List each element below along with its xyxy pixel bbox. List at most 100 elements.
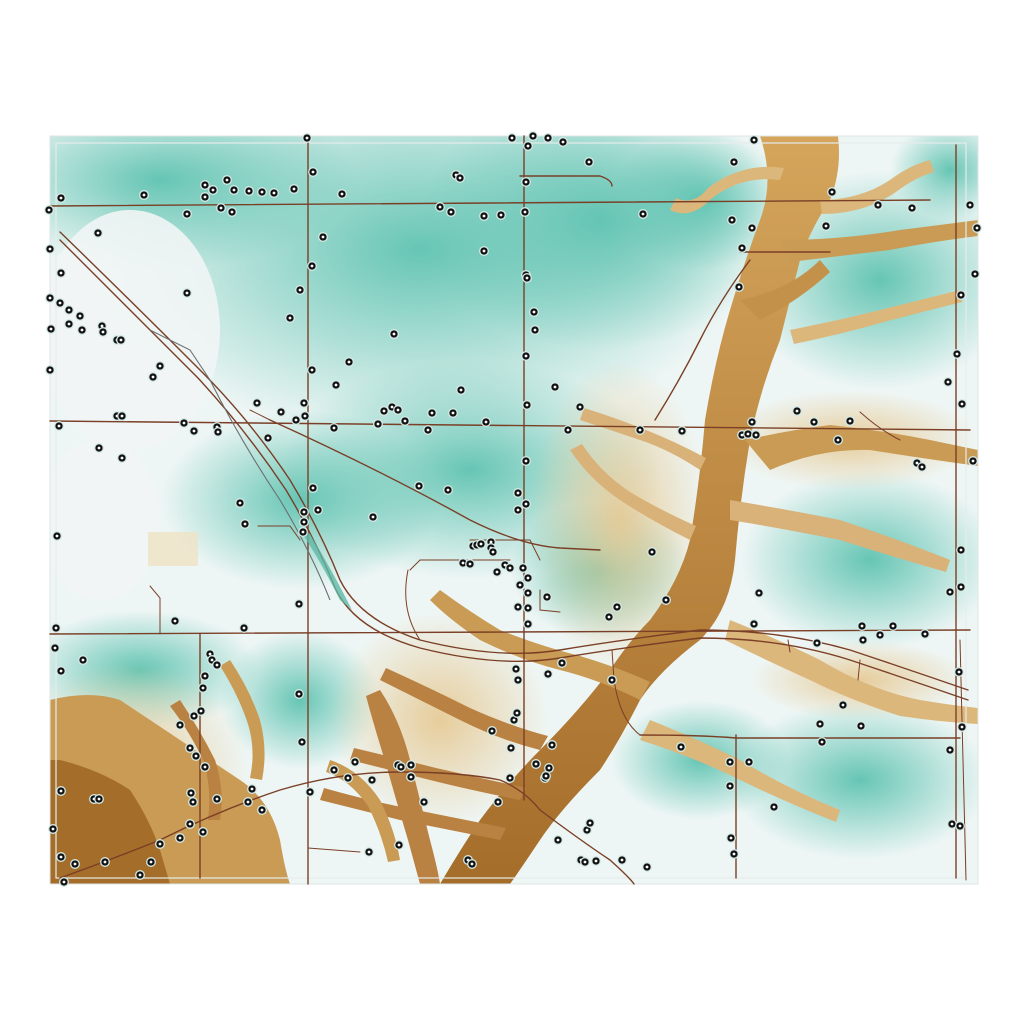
- point-marker-icon[interactable]: [329, 423, 339, 433]
- point-marker-icon[interactable]: [344, 357, 354, 367]
- point-marker-icon[interactable]: [563, 425, 573, 435]
- point-marker-icon[interactable]: [331, 380, 341, 390]
- point-marker-icon[interactable]: [56, 193, 66, 203]
- point-marker-icon[interactable]: [299, 517, 309, 527]
- point-marker-icon[interactable]: [291, 415, 301, 425]
- point-marker-icon[interactable]: [368, 512, 378, 522]
- point-marker-icon[interactable]: [200, 180, 210, 190]
- point-marker-icon[interactable]: [318, 232, 328, 242]
- point-marker-icon[interactable]: [45, 365, 55, 375]
- point-marker-icon[interactable]: [44, 205, 54, 215]
- point-marker-icon[interactable]: [521, 351, 531, 361]
- point-marker-icon[interactable]: [59, 877, 69, 887]
- point-marker-icon[interactable]: [414, 481, 424, 491]
- point-marker-icon[interactable]: [972, 223, 982, 233]
- point-marker-icon[interactable]: [329, 765, 339, 775]
- point-marker-icon[interactable]: [239, 623, 249, 633]
- point-marker-icon[interactable]: [543, 133, 553, 143]
- point-marker-icon[interactable]: [907, 203, 917, 213]
- point-marker-icon[interactable]: [307, 261, 317, 271]
- point-marker-icon[interactable]: [48, 824, 58, 834]
- point-marker-icon[interactable]: [479, 211, 489, 221]
- point-marker-icon[interactable]: [558, 137, 568, 147]
- point-marker-icon[interactable]: [56, 666, 66, 676]
- point-marker-icon[interactable]: [956, 290, 966, 300]
- point-marker-icon[interactable]: [198, 827, 208, 837]
- point-marker-icon[interactable]: [52, 531, 62, 541]
- point-marker-icon[interactable]: [257, 187, 267, 197]
- point-marker-icon[interactable]: [543, 669, 553, 679]
- point-marker-icon[interactable]: [734, 282, 744, 292]
- point-marker-icon[interactable]: [488, 547, 498, 557]
- point-marker-icon[interactable]: [419, 797, 429, 807]
- point-marker-icon[interactable]: [920, 629, 930, 639]
- point-marker-icon[interactable]: [726, 833, 736, 843]
- point-marker-icon[interactable]: [512, 708, 522, 718]
- point-marker-icon[interactable]: [212, 794, 222, 804]
- point-marker-icon[interactable]: [227, 207, 237, 217]
- point-marker-icon[interactable]: [175, 833, 185, 843]
- point-marker-icon[interactable]: [585, 818, 595, 828]
- point-marker-icon[interactable]: [185, 819, 195, 829]
- point-marker-icon[interactable]: [506, 743, 516, 753]
- point-marker-icon[interactable]: [467, 859, 477, 869]
- point-marker-icon[interactable]: [70, 859, 80, 869]
- point-marker-icon[interactable]: [956, 582, 966, 592]
- point-marker-icon[interactable]: [521, 456, 531, 466]
- point-marker-icon[interactable]: [185, 743, 195, 753]
- point-marker-icon[interactable]: [364, 847, 374, 857]
- point-marker-icon[interactable]: [458, 558, 468, 568]
- point-marker-icon[interactable]: [307, 365, 317, 375]
- point-marker-icon[interactable]: [443, 485, 453, 495]
- point-marker-icon[interactable]: [521, 177, 531, 187]
- point-marker-icon[interactable]: [175, 720, 185, 730]
- point-marker-icon[interactable]: [229, 185, 239, 195]
- point-marker-icon[interactable]: [50, 643, 60, 653]
- point-marker-icon[interactable]: [455, 173, 465, 183]
- point-marker-icon[interactable]: [815, 719, 825, 729]
- point-marker-icon[interactable]: [155, 839, 165, 849]
- point-marker-icon[interactable]: [523, 588, 533, 598]
- point-marker-icon[interactable]: [435, 202, 445, 212]
- point-marker-icon[interactable]: [954, 667, 964, 677]
- point-marker-icon[interactable]: [100, 857, 110, 867]
- point-marker-icon[interactable]: [263, 433, 273, 443]
- point-marker-icon[interactable]: [769, 802, 779, 812]
- point-marker-icon[interactable]: [513, 488, 523, 498]
- point-marker-icon[interactable]: [945, 745, 955, 755]
- point-marker-icon[interactable]: [749, 135, 759, 145]
- point-marker-icon[interactable]: [146, 857, 156, 867]
- point-marker-icon[interactable]: [647, 547, 657, 557]
- point-marker-icon[interactable]: [182, 288, 192, 298]
- point-marker-icon[interactable]: [873, 200, 883, 210]
- point-marker-icon[interactable]: [476, 539, 486, 549]
- point-marker-icon[interactable]: [51, 623, 61, 633]
- point-marker-icon[interactable]: [521, 499, 531, 509]
- point-marker-icon[interactable]: [617, 855, 627, 865]
- point-marker-icon[interactable]: [513, 675, 523, 685]
- point-marker-icon[interactable]: [955, 821, 965, 831]
- point-marker-icon[interactable]: [520, 207, 530, 217]
- point-marker-icon[interactable]: [492, 567, 502, 577]
- point-marker-icon[interactable]: [94, 443, 104, 453]
- point-marker-icon[interactable]: [528, 131, 538, 141]
- point-marker-icon[interactable]: [522, 400, 532, 410]
- point-marker-icon[interactable]: [191, 751, 201, 761]
- point-marker-icon[interactable]: [393, 405, 403, 415]
- point-marker-icon[interactable]: [208, 185, 218, 195]
- point-marker-icon[interactable]: [389, 329, 399, 339]
- point-marker-icon[interactable]: [396, 762, 406, 772]
- point-marker-icon[interactable]: [550, 382, 560, 392]
- point-marker-icon[interactable]: [604, 612, 614, 622]
- point-marker-icon[interactable]: [244, 186, 254, 196]
- point-marker-icon[interactable]: [505, 563, 515, 573]
- point-marker-icon[interactable]: [812, 638, 822, 648]
- point-marker-icon[interactable]: [305, 787, 315, 797]
- point-marker-icon[interactable]: [313, 505, 323, 515]
- point-marker-icon[interactable]: [479, 246, 489, 256]
- point-marker-icon[interactable]: [584, 157, 594, 167]
- point-marker-icon[interactable]: [943, 377, 953, 387]
- point-marker-icon[interactable]: [481, 417, 491, 427]
- point-marker-icon[interactable]: [541, 771, 551, 781]
